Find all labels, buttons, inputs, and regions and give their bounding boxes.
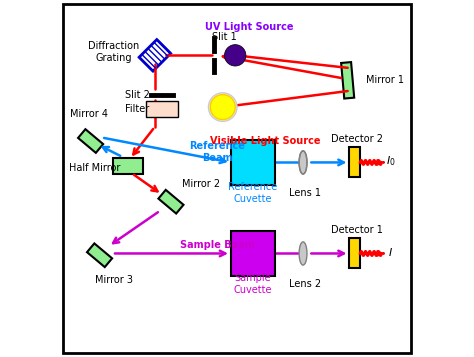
Text: Reference
Beam: Reference Beam	[190, 141, 246, 163]
Bar	[113, 158, 143, 174]
Text: Reference
Cuvette: Reference Cuvette	[228, 182, 278, 204]
Circle shape	[225, 45, 246, 66]
Text: Half Mirror: Half Mirror	[69, 163, 120, 173]
Text: Detector 1: Detector 1	[331, 225, 383, 235]
Text: Slit 1: Slit 1	[212, 32, 237, 42]
Bar	[349, 238, 360, 268]
Bar	[146, 101, 178, 117]
Circle shape	[210, 95, 235, 120]
Text: UV Light Source: UV Light Source	[205, 22, 294, 32]
Text: $I$: $I$	[388, 246, 393, 258]
Bar	[341, 62, 354, 99]
Bar	[78, 129, 103, 153]
Bar	[349, 147, 360, 177]
Ellipse shape	[299, 151, 307, 174]
Text: Sample
Cuvette: Sample Cuvette	[234, 273, 273, 295]
Text: Mirror 2: Mirror 2	[182, 179, 220, 189]
Text: Slit 2: Slit 2	[125, 90, 149, 100]
Text: Mirror 1: Mirror 1	[365, 75, 403, 85]
Text: Filter: Filter	[125, 104, 149, 114]
Text: Mirror 4: Mirror 4	[70, 109, 108, 119]
Text: Mirror 3: Mirror 3	[95, 275, 133, 285]
Bar	[158, 190, 183, 213]
Bar	[231, 231, 275, 276]
Text: $I_0$: $I_0$	[386, 154, 395, 167]
Bar	[87, 243, 112, 267]
Text: Visible Light Source: Visible Light Source	[210, 136, 321, 146]
Ellipse shape	[299, 242, 307, 265]
Text: Sample Beam: Sample Beam	[180, 240, 255, 250]
Text: Detector 2: Detector 2	[330, 134, 383, 144]
Bar	[139, 40, 171, 71]
Bar	[231, 140, 275, 185]
Circle shape	[209, 93, 237, 121]
Text: Lens 1: Lens 1	[289, 188, 321, 198]
Text: Diffraction
Grating: Diffraction Grating	[88, 41, 139, 63]
Text: Lens 2: Lens 2	[289, 279, 321, 289]
